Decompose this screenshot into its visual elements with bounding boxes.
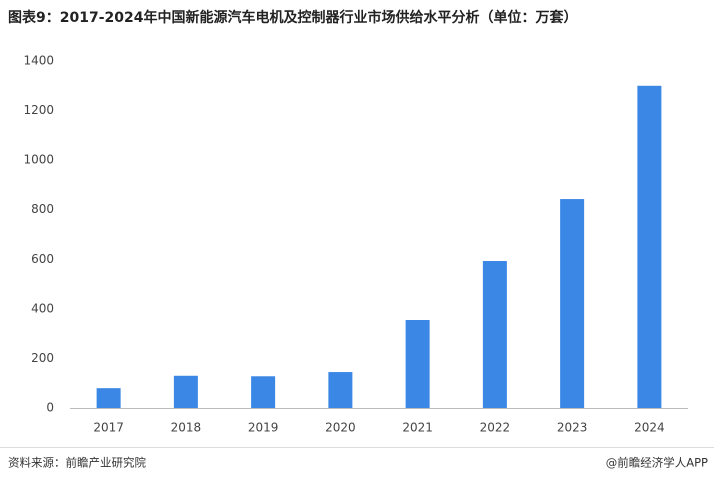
y-tick-label: 600 bbox=[31, 252, 54, 266]
x-tick-label: 2019 bbox=[248, 421, 279, 435]
bar bbox=[560, 199, 585, 408]
bar bbox=[96, 388, 121, 408]
bar bbox=[328, 372, 353, 408]
chart-title: 图表9：2017-2024年中国新能源汽车电机及控制器行业市场供给水平分析（单位… bbox=[8, 9, 577, 26]
y-tick-label: 800 bbox=[31, 202, 54, 216]
x-tick-label: 2021 bbox=[402, 421, 433, 435]
x-tick-label: 2017 bbox=[93, 421, 124, 435]
x-tick-label: 2023 bbox=[557, 421, 588, 435]
credit: @前瞻经济学人APP bbox=[606, 456, 708, 470]
x-tick-label: 2024 bbox=[634, 421, 665, 435]
y-tick-label: 1400 bbox=[23, 54, 54, 68]
bar bbox=[637, 85, 662, 409]
bar bbox=[482, 261, 507, 408]
bar bbox=[251, 376, 276, 408]
bar bbox=[173, 375, 198, 408]
y-tick-label: 1000 bbox=[23, 153, 54, 167]
x-tick-label: 2018 bbox=[171, 421, 202, 435]
x-tick-label: 2020 bbox=[325, 421, 356, 435]
y-tick-label: 1200 bbox=[23, 103, 54, 117]
y-tick-label: 400 bbox=[31, 301, 54, 315]
x-tick-label: 2022 bbox=[480, 421, 511, 435]
y-tick-label: 0 bbox=[46, 401, 54, 415]
bar bbox=[405, 320, 430, 408]
y-tick-label: 200 bbox=[31, 351, 54, 365]
source-note: 资料来源：前瞻产业研究院 bbox=[8, 456, 146, 470]
